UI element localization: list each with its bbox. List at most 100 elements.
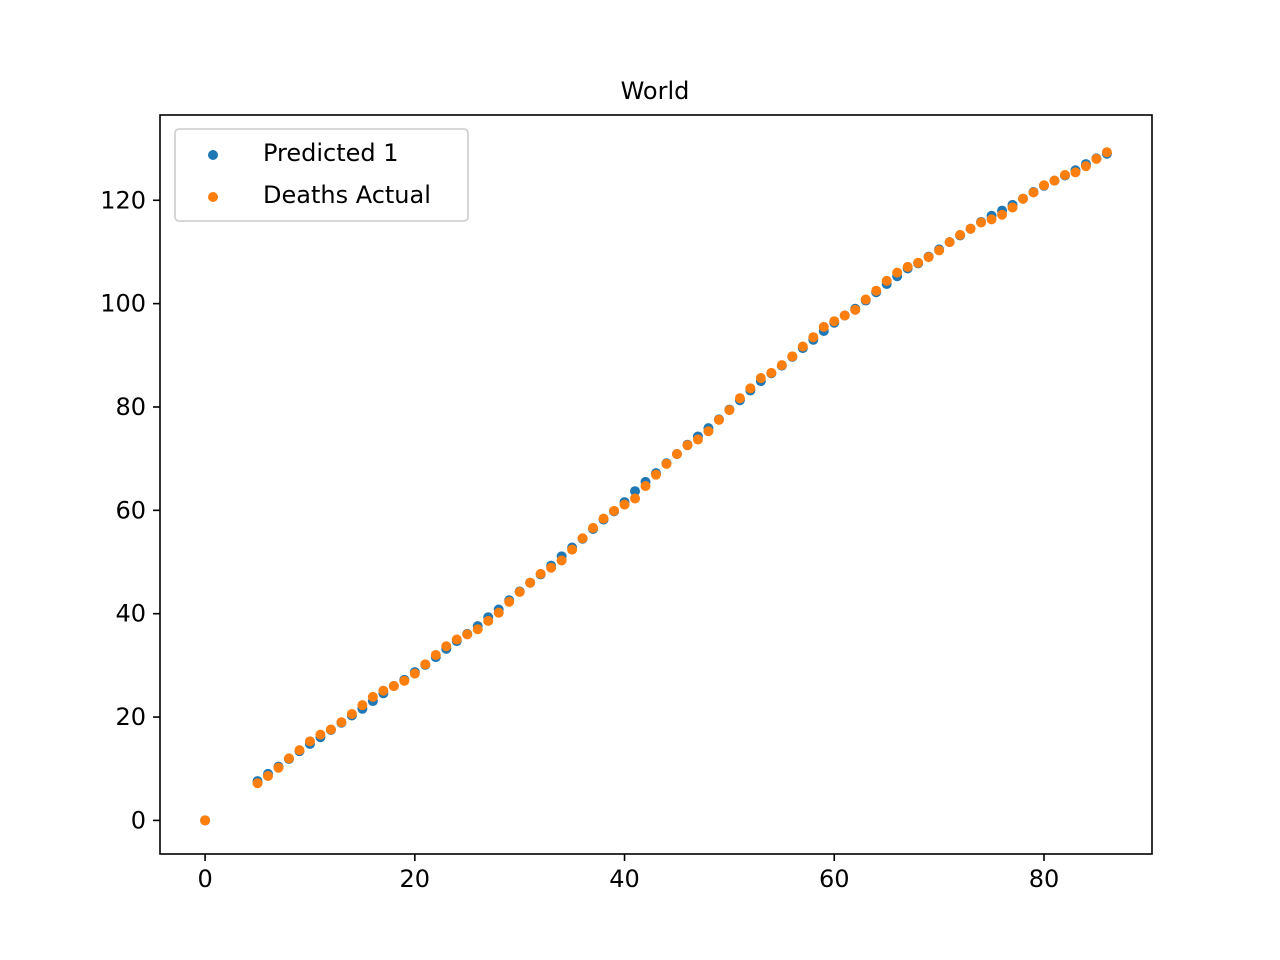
data-point — [252, 778, 263, 789]
data-point — [630, 493, 641, 504]
data-point — [997, 209, 1008, 220]
data-point — [1028, 187, 1039, 198]
legend-box — [174, 128, 469, 222]
data-point — [430, 650, 441, 661]
data-point — [263, 770, 274, 781]
data-point — [766, 367, 777, 378]
x-tick-label: 0 — [197, 865, 212, 893]
data-point — [556, 555, 567, 566]
data-point — [336, 717, 347, 728]
data-point — [713, 414, 724, 425]
data-point — [451, 634, 462, 645]
legend: Predicted 1 Deaths Actual — [174, 128, 469, 222]
data-point — [671, 449, 682, 460]
data-point — [934, 245, 945, 256]
data-point — [1091, 153, 1102, 164]
x-tick-label: 20 — [400, 865, 431, 893]
y-tick-label: 80 — [115, 393, 146, 421]
data-point — [965, 223, 976, 234]
data-point — [955, 229, 966, 240]
data-point — [703, 426, 714, 437]
plot-area-frame — [159, 114, 1153, 855]
y-axis: 0 20 40 60 80 100 120 — [100, 186, 160, 834]
data-point — [409, 668, 420, 679]
data-point — [892, 267, 903, 278]
data-point — [661, 458, 672, 469]
data-point — [860, 294, 871, 305]
data-point — [535, 568, 546, 579]
legend-label-actual: Deaths Actual — [263, 181, 431, 209]
x-axis: 0 20 40 60 80 — [197, 854, 1059, 893]
data-point — [609, 505, 620, 516]
data-point — [986, 214, 997, 225]
data-point — [1038, 180, 1049, 191]
data-point — [1070, 167, 1081, 178]
data-point — [472, 624, 483, 635]
data-point — [567, 544, 578, 555]
y-tick-label: 120 — [100, 186, 146, 214]
data-point — [745, 383, 756, 394]
data-point — [818, 321, 829, 332]
data-point — [923, 252, 934, 263]
data-point — [1080, 161, 1091, 172]
data-point — [630, 486, 641, 497]
data-point — [315, 729, 326, 740]
data-point — [808, 332, 819, 343]
legend-label-predicted: Predicted 1 — [263, 139, 399, 167]
legend-marker-predicted — [208, 150, 218, 160]
data-point — [514, 586, 525, 597]
data-point — [640, 481, 651, 492]
data-point — [294, 745, 305, 756]
data-point — [483, 615, 494, 626]
x-tick-label: 80 — [1029, 865, 1060, 893]
data-point — [441, 641, 452, 652]
legend-marker-actual — [208, 192, 218, 202]
x-tick-label: 40 — [609, 865, 640, 893]
data-point — [1018, 193, 1029, 204]
data-point — [357, 700, 368, 711]
data-point — [420, 659, 431, 670]
data-point — [787, 351, 798, 362]
data-point — [692, 434, 703, 445]
data-point — [682, 440, 693, 451]
data-point — [588, 522, 599, 533]
data-point — [525, 577, 536, 588]
data-point — [944, 237, 955, 248]
data-point — [797, 341, 808, 352]
data-point — [839, 310, 850, 321]
data-point — [388, 681, 399, 692]
data-point — [1049, 175, 1060, 186]
y-tick-label: 60 — [115, 496, 146, 524]
data-point — [399, 675, 410, 686]
data-point — [976, 217, 987, 228]
data-point — [1059, 169, 1070, 180]
data-point — [1101, 147, 1112, 158]
chart-title: World — [621, 77, 690, 105]
data-point — [304, 736, 315, 747]
data-point — [881, 275, 892, 286]
series-actual — [200, 147, 1112, 826]
data-point — [1007, 202, 1018, 213]
data-point — [651, 469, 661, 480]
data-points — [200, 147, 1112, 826]
data-point — [546, 562, 557, 573]
data-point — [734, 393, 745, 404]
data-point — [913, 257, 924, 268]
data-point — [871, 285, 882, 296]
data-point — [577, 533, 588, 544]
data-point — [462, 629, 473, 640]
data-point — [273, 762, 284, 773]
data-point — [346, 708, 357, 719]
data-point — [325, 724, 336, 735]
y-tick-label: 20 — [115, 703, 146, 731]
data-point — [755, 373, 766, 384]
data-point — [367, 691, 378, 702]
y-tick-label: 0 — [131, 806, 146, 834]
data-point — [598, 513, 609, 524]
data-point — [200, 815, 211, 826]
data-point — [619, 499, 630, 510]
data-point — [902, 261, 913, 272]
data-point — [378, 685, 389, 696]
data-point — [504, 596, 515, 607]
